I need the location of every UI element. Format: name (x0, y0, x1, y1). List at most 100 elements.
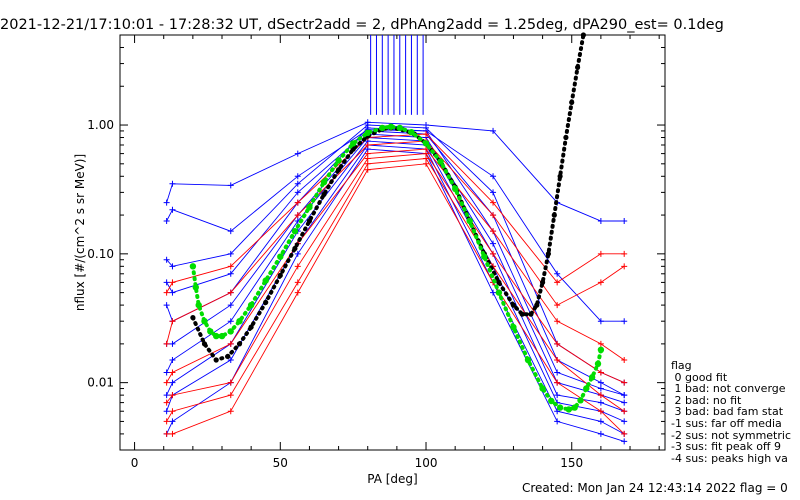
x-tick-label: 150 (560, 456, 583, 470)
data-point-marker (163, 392, 170, 399)
data-point-marker (597, 250, 604, 257)
data-point-marker (169, 340, 176, 347)
black-fit-point (336, 167, 342, 173)
green-fit-point (291, 228, 299, 235)
black-fit-point (540, 279, 546, 285)
x-axis-label: PA [deg] (367, 472, 417, 486)
black-fit-point (321, 191, 327, 197)
data-point-marker (490, 189, 497, 196)
black-fit-point (213, 357, 219, 363)
legend-item: 2 bad: no fit (671, 393, 742, 407)
black-fit-point (519, 311, 525, 317)
green-fit-point (408, 129, 415, 136)
data-point-marker (294, 150, 301, 157)
green-fit-point (379, 124, 386, 132)
data-point-marker (621, 250, 628, 257)
green-fit-point (548, 397, 555, 405)
data-point-marker (597, 340, 604, 347)
fit-layer (189, 32, 605, 413)
data-series-layer (163, 119, 628, 445)
black-fit-point (277, 272, 283, 278)
green-fit-point (201, 318, 208, 325)
data-point-marker (163, 279, 170, 286)
series-line-blue-0 (166, 121, 625, 222)
data-point-marker (597, 379, 604, 386)
data-point-marker (364, 141, 371, 148)
series-line-blue-3 (166, 130, 625, 396)
data-point-marker (294, 250, 301, 257)
legend-item: 3 bad: bad fam stat (671, 405, 784, 419)
black-fit-point (306, 218, 312, 224)
data-point-marker (554, 318, 561, 325)
flag-legend: flag 0 good fit 1 bad: not converge 2 ba… (671, 360, 791, 464)
data-point-marker (621, 263, 628, 270)
green-fit-point (588, 374, 596, 381)
series-line-blue-1 (166, 129, 625, 322)
data-point-marker (490, 289, 497, 296)
data-point-marker (163, 199, 170, 206)
green-fit-point (277, 253, 284, 260)
data-point-marker (169, 180, 176, 187)
black-fit-point (236, 341, 243, 347)
series-line-blue-8 (166, 144, 625, 435)
data-point-marker (169, 263, 176, 270)
data-point-marker (490, 173, 497, 180)
green-fit-point (396, 124, 403, 132)
y-tick-label: 1.00 (87, 118, 114, 132)
data-point-marker (169, 279, 176, 286)
data-point-marker (364, 155, 371, 162)
data-point-marker (294, 173, 301, 180)
green-fit-point (437, 158, 444, 165)
green-fit-point (335, 157, 342, 164)
black-fit-point (569, 99, 575, 105)
data-point-marker (554, 369, 561, 376)
black-fit-point (510, 302, 516, 308)
series-line-red-15 (166, 163, 625, 435)
data-point-marker (554, 356, 561, 363)
legend-item: 1 bad: not converge (671, 382, 786, 396)
data-point-marker (227, 408, 234, 415)
data-point-marker (554, 279, 561, 286)
data-point-marker (227, 182, 234, 189)
plot-frame (119, 34, 666, 451)
black-fit-point (248, 324, 254, 330)
chart-title: 2021-12-21/17:10:01 - 17:28:32 UT, dSect… (0, 17, 724, 33)
data-point-marker (423, 131, 430, 138)
legend-title: flag (671, 359, 692, 372)
series-line-red-12 (166, 148, 625, 383)
green-fit-point (236, 318, 243, 325)
y-tick-label: 0.10 (87, 247, 114, 261)
data-point-marker (554, 340, 561, 347)
black-fit-point (557, 173, 563, 179)
green-fit-point (213, 332, 220, 340)
black-fit-point (528, 311, 534, 317)
data-point-marker (490, 127, 497, 134)
data-point-marker (227, 356, 234, 363)
green-fit-point (387, 123, 395, 130)
data-point-marker (597, 369, 604, 376)
series-line-blue-9 (166, 148, 625, 442)
created-footer: Created: Mon Jan 24 12:43:14 2022 flag =… (522, 481, 788, 495)
green-fit-point (195, 301, 202, 309)
series-line-blue-6 (166, 137, 625, 412)
green-fit-point (481, 253, 488, 260)
plot-border (119, 34, 666, 451)
data-point-marker (169, 379, 176, 386)
data-point-marker (294, 212, 301, 219)
data-point-marker (169, 418, 176, 425)
legend-item: -2 sus: not symmetric (671, 428, 791, 442)
data-point-marker (490, 199, 497, 206)
data-point-marker (597, 399, 604, 406)
green-fit-point (556, 404, 564, 411)
green-fit-point (452, 185, 459, 192)
data-point-marker (227, 250, 234, 257)
data-point-marker (169, 408, 176, 415)
data-point-marker (227, 392, 234, 399)
data-point-marker (597, 408, 604, 415)
data-point-marker (621, 318, 628, 325)
data-point-marker (227, 302, 234, 309)
data-point-marker (163, 379, 170, 386)
legend-item: -1 sus: far off media (671, 416, 782, 430)
green-fit-point (594, 360, 602, 367)
